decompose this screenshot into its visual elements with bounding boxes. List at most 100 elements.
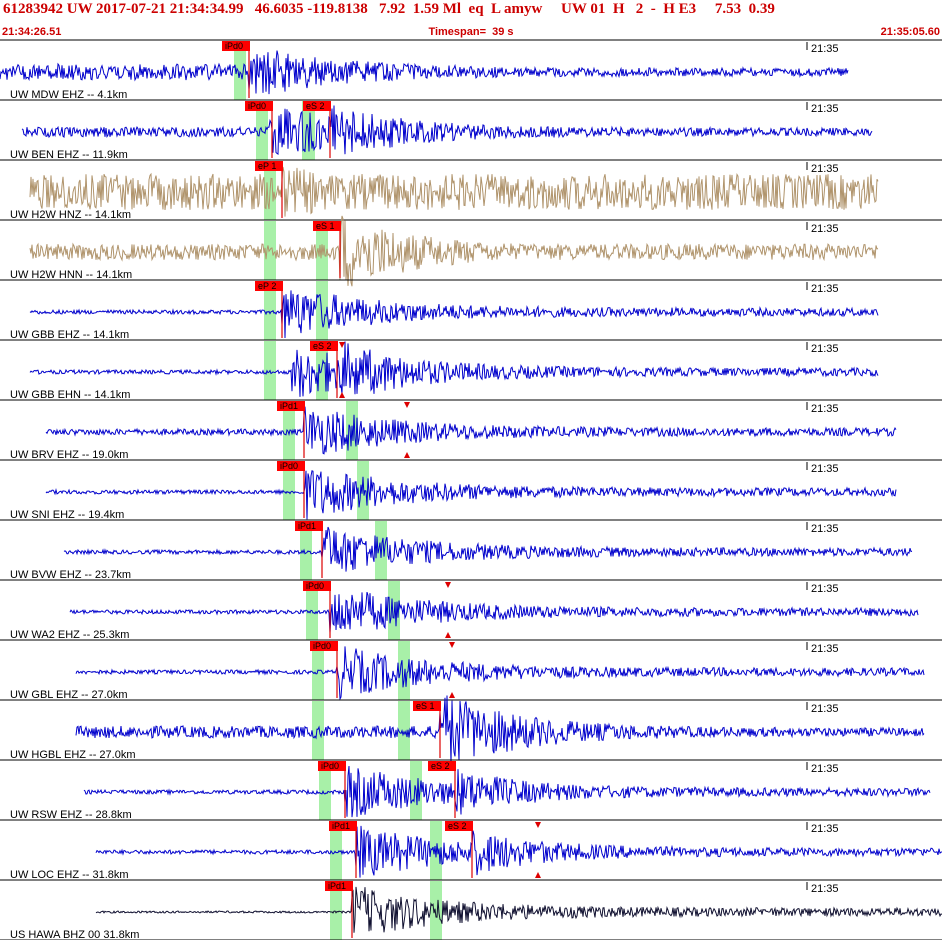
pick-window-band [264,281,276,340]
waveform [29,341,879,397]
pick-marker[interactable] [245,101,273,111]
station-label: UW BEN EHZ -- 11.9km [10,149,128,161]
pick-marker[interactable] [310,341,338,351]
waveform [95,886,942,933]
waveform [45,406,897,455]
station-label: UW HGBL EHZ -- 27.0km [10,749,136,761]
amplitude-marker [339,392,345,398]
amplitude-marker [535,872,541,878]
station-label: UW SNI EHZ -- 19.4km [10,509,124,521]
pick-window-band [330,881,342,940]
pick-marker[interactable] [318,761,346,771]
amplitude-marker [449,642,455,648]
pick-marker[interactable] [428,761,456,771]
pick-marker[interactable] [413,701,441,711]
pick-marker[interactable] [277,401,305,411]
trace-row[interactable]: eS 1 21:35 UW HGBL EHZ -- 27.0km [10,695,925,764]
pick-window-band [330,821,342,880]
end-time: 21:35:05.60 [880,26,940,38]
pick-marker[interactable] [277,461,305,471]
waveform [29,290,879,339]
pick-label: iPd0 [225,41,243,51]
start-time: 21:34:26.51 [2,26,62,38]
amplitude-marker [404,452,410,458]
trace-row[interactable]: eS 2 21:35 UW GBB EHN -- 14.1km [10,341,879,401]
amplitude-marker [445,632,451,638]
waveform [21,105,873,156]
pick-marker[interactable] [222,41,250,51]
pick-label: eS 2 [431,761,450,771]
trace-row[interactable]: iPd0 21:35 UW WA2 EHZ -- 25.3km [10,581,919,641]
trace-row[interactable]: iPd1 eS 2 21:35 UW LOC EHZ -- 31.8km [10,821,942,881]
trace-row[interactable]: iPd0 21:35 UW MDW EHZ -- 4.1km [0,41,849,101]
station-label: US HAWA BHZ 00 31.8km [10,929,139,940]
pick-marker[interactable] [313,221,341,231]
pick-marker[interactable] [295,521,323,531]
amplitude-marker [445,582,451,588]
trace-row[interactable]: iPd1 21:35 US HAWA BHZ 00 31.8km [10,881,942,940]
time-label: 21:35 [811,343,839,355]
pick-marker[interactable] [445,821,473,831]
pick-marker[interactable] [329,821,357,831]
time-label: 21:35 [811,763,839,775]
event-header: 61283942 UW 2017-07-21 21:34:34.99 46.60… [0,0,942,39]
waveform [75,646,925,701]
pick-window-band [283,401,295,460]
waveform [69,591,919,633]
station-label: UW H2W HNN -- 14.1km [10,269,132,281]
waveform [29,166,879,217]
pick-marker[interactable] [325,881,353,891]
trace-row[interactable]: iPd0 21:35 UW SNI EHZ -- 19.4km [10,461,897,521]
trace-row[interactable]: eP 1 21:35 UW H2W HNZ -- 14.1km [10,161,879,221]
trace-row[interactable]: iPd0 eS 2 21:35 UW RSW EHZ -- 28.8km [10,761,931,821]
pick-label: eS 1 [316,221,335,231]
seismogram-panel[interactable]: iPd0 21:35 UW MDW EHZ -- 4.1km iPd0 eS 2 21:3… [0,39,942,940]
pick-label: eS 2 [448,821,467,831]
pick-marker[interactable] [310,641,338,651]
pick-window-band [312,701,324,760]
pick-marker[interactable] [255,161,283,171]
pick-label: iPd1 [328,881,346,891]
time-label: 21:35 [811,283,839,295]
pick-marker[interactable] [303,581,331,591]
trace-row[interactable]: eS 1 21:35 UW H2W HNN -- 14.1km [10,215,879,287]
time-label: 21:35 [811,103,839,115]
pick-label: iPd1 [298,521,316,531]
pick-label: eS 1 [416,701,435,711]
pick-window-band [319,761,331,820]
pick-label: eP 2 [258,281,276,291]
waveform [75,695,925,764]
trace-row[interactable]: iPd1 21:35 UW BRV EHZ -- 19.0km [10,401,897,461]
waveform [83,765,931,818]
time-label: 21:35 [811,643,839,655]
trace-row[interactable]: iPd0 21:35 UW GBL EHZ -- 27.0km [10,641,925,701]
pick-window-band [398,641,410,700]
time-label: 21:35 [811,43,839,55]
time-label: 21:35 [811,523,839,535]
pick-marker[interactable] [255,281,283,291]
time-label: 21:35 [811,163,839,175]
waveform [95,825,942,878]
pick-window-band [283,461,295,520]
time-label: 21:35 [811,403,839,415]
amplitude-marker [404,402,410,408]
trace-row[interactable]: iPd1 21:35 UW BVW EHZ -- 23.7km [10,521,913,581]
station-label: UW RSW EHZ -- 28.8km [10,809,132,821]
trace-row[interactable]: iPd0 eS 2 21:35 UW BEN EHZ -- 11.9km [10,101,873,161]
pick-window-band [357,461,369,520]
pick-label: iPd0 [306,581,324,591]
station-label: UW GBB EHZ -- 14.1km [10,329,129,341]
station-label: UW GBB EHN -- 14.1km [10,389,130,401]
pick-label: iPd1 [332,821,350,831]
pick-marker[interactable] [303,101,331,111]
pick-label: eS 2 [313,341,332,351]
time-label: 21:35 [811,703,839,715]
station-label: UW BVW EHZ -- 23.7km [10,569,131,581]
pick-window-band [316,341,328,400]
station-label: UW MDW EHZ -- 4.1km [10,89,127,101]
station-label: UW WA2 EHZ -- 25.3km [10,629,129,641]
time-label: 21:35 [811,883,839,895]
amplitude-marker [535,822,541,828]
trace-row[interactable]: eP 2 21:35 UW GBB EHZ -- 14.1km [10,281,879,341]
pick-label: iPd0 [280,461,298,471]
